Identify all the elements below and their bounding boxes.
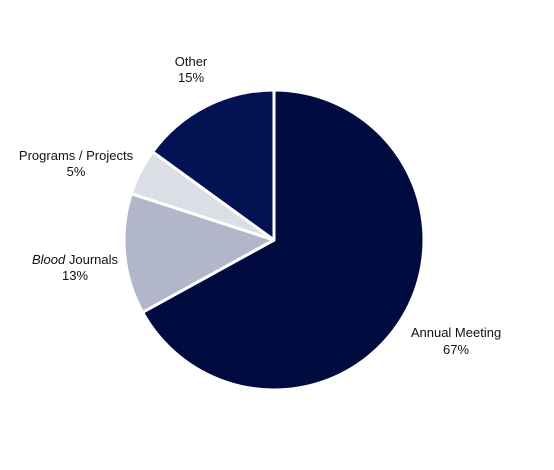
slice-label-text: Other: [175, 54, 208, 69]
slices-layer: [122, 88, 426, 392]
slice-label-text: Annual Meeting: [411, 325, 501, 340]
slice-percent-annual-meeting: 67%: [443, 342, 469, 357]
slice-percent-other: 15%: [178, 70, 204, 85]
pie-slice-other: [151, 88, 276, 242]
slice-label-blood-journals: Blood Journals: [32, 252, 118, 267]
pie-slice-blood-journals: [122, 192, 276, 314]
slice-label-other: Other: [175, 54, 208, 69]
slice-label-text: Journals: [65, 252, 118, 267]
slice-label-text: Programs / Projects: [19, 148, 134, 163]
slice-label-programs-projects: Programs / Projects: [19, 148, 134, 163]
slice-percent-blood-journals: 13%: [62, 268, 88, 283]
pie-slice-annual-meeting: [141, 88, 426, 392]
slice-label-italic-part: Blood: [32, 252, 66, 267]
slice-percent-programs-projects: 5%: [67, 164, 86, 179]
slice-label-annual-meeting: Annual Meeting: [411, 325, 501, 340]
